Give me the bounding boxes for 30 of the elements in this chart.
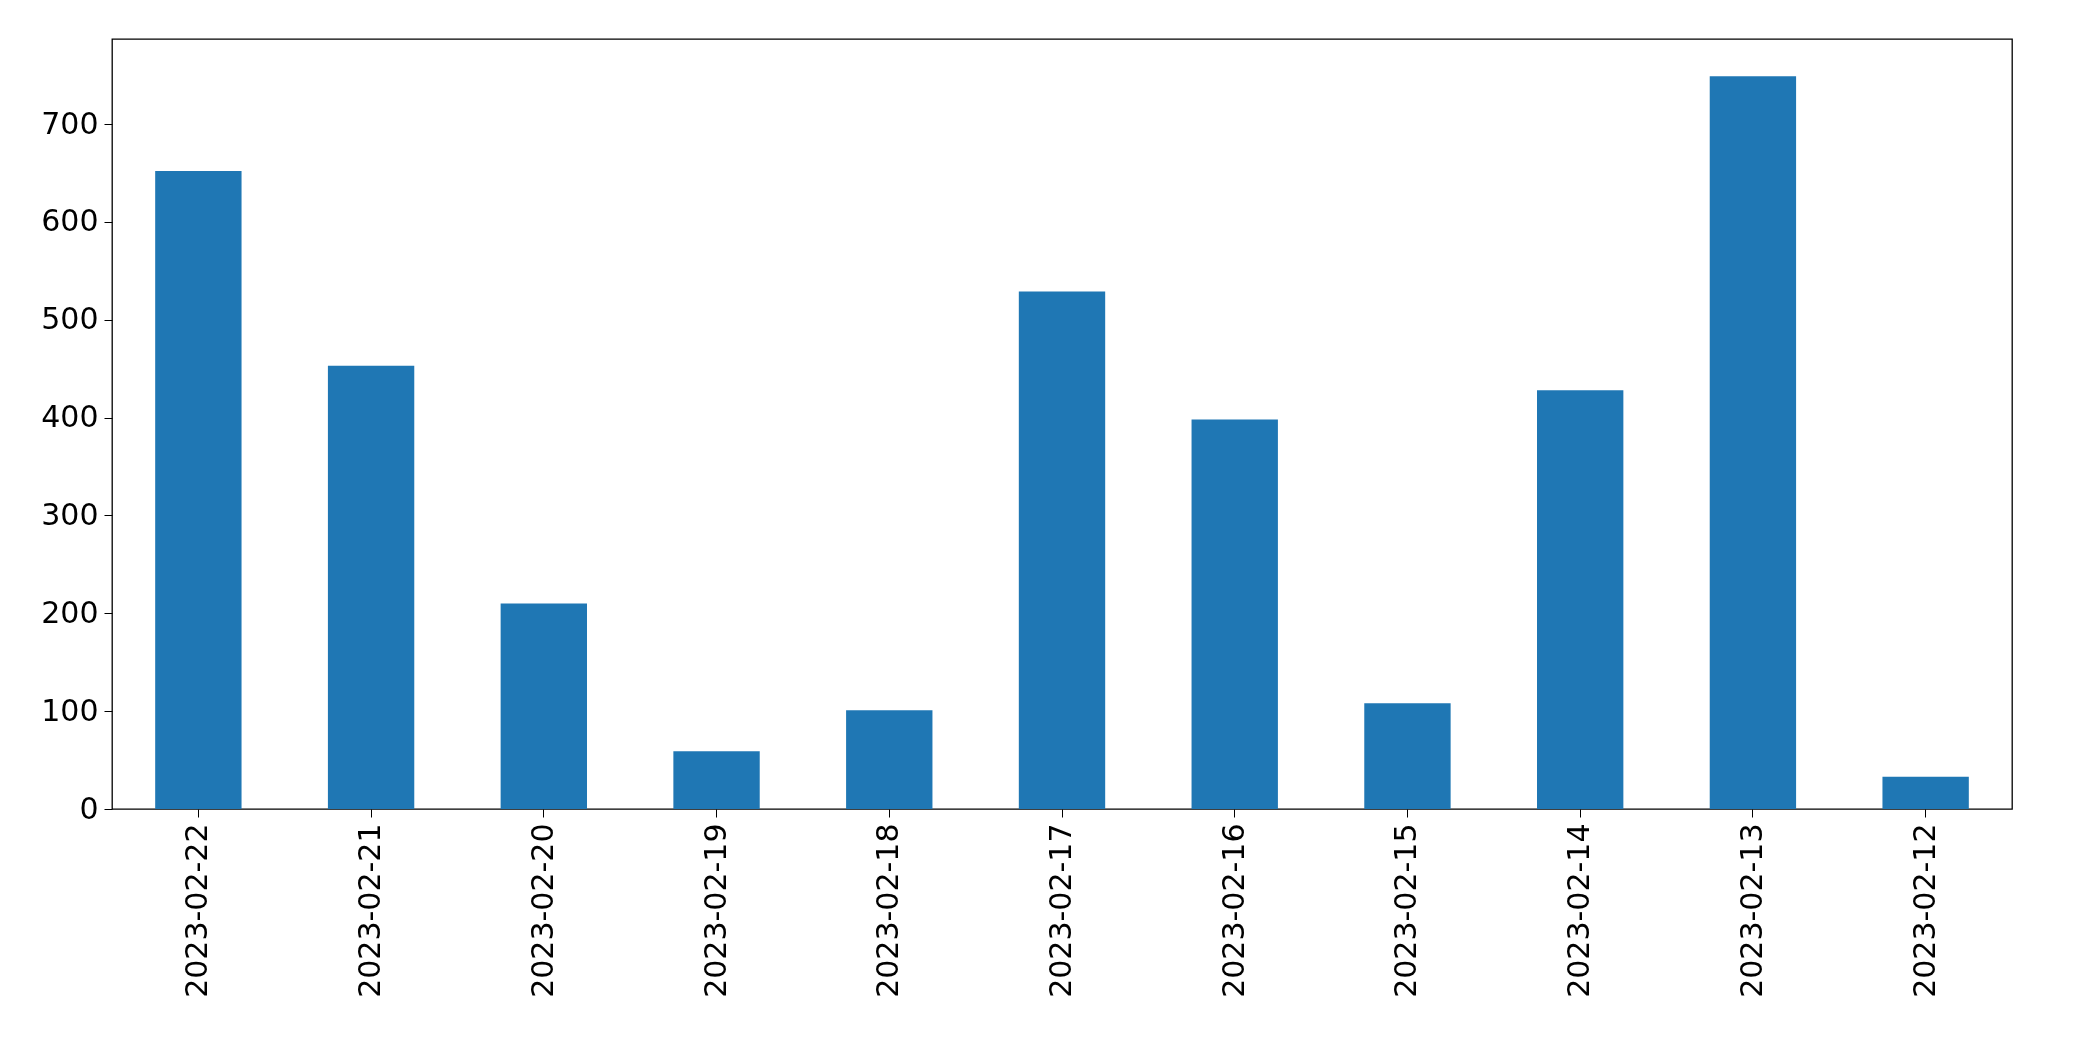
y-tick-label: 0 xyxy=(79,790,99,826)
y-tick-label: 200 xyxy=(41,594,99,630)
bar xyxy=(673,751,760,809)
bar xyxy=(1709,76,1797,809)
bar xyxy=(1018,291,1106,809)
y-tick-label: 100 xyxy=(41,692,99,728)
x-tick-label: 2023-02-20 xyxy=(524,823,560,998)
bar xyxy=(1364,703,1451,809)
x-tick-label: 2023-02-13 xyxy=(1733,823,1769,998)
x-tick-label: 2023-02-21 xyxy=(352,823,388,998)
bar xyxy=(846,710,933,809)
x-tick-label: 2023-02-22 xyxy=(179,823,215,998)
x-tick-label: 2023-02-12 xyxy=(1906,823,1942,998)
bar xyxy=(1882,776,1969,809)
x-tick-label: 2023-02-18 xyxy=(870,823,906,998)
y-tick-label: 500 xyxy=(41,301,99,337)
bar xyxy=(327,365,415,809)
y-tick-label: 300 xyxy=(41,496,99,532)
x-tick-label: 2023-02-19 xyxy=(697,823,733,998)
x-tick-label: 2023-02-15 xyxy=(1388,823,1424,998)
x-tick-label: 2023-02-17 xyxy=(1043,823,1078,998)
y-tick-label: 600 xyxy=(41,203,99,239)
bar xyxy=(1537,390,1624,809)
x-tick-label: 2023-02-14 xyxy=(1561,823,1597,998)
bar xyxy=(1191,419,1278,809)
bar xyxy=(500,603,587,809)
bar xyxy=(155,171,242,809)
y-tick-label: 700 xyxy=(41,105,99,141)
y-tick-label: 400 xyxy=(41,399,99,435)
x-tick-label: 2023-02-16 xyxy=(1215,823,1251,998)
